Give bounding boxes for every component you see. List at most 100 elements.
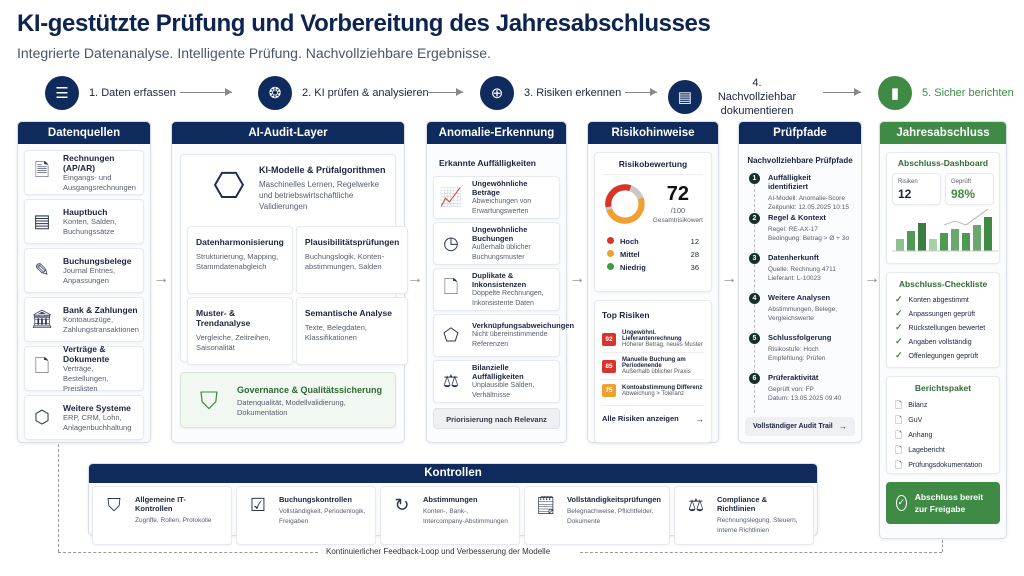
- checklist-item: ✓ Anpassungen geprüft: [895, 308, 991, 322]
- checklist-icon: ☑: [249, 495, 267, 515]
- bank-icon: 🏛: [30, 309, 54, 329]
- page-subtitle: Integrierte Datenanalyse. Intelligente P…: [17, 45, 491, 61]
- kpi-risiken: Risiken 12: [892, 173, 941, 205]
- step-title: Prüferaktivität: [768, 373, 819, 382]
- item-desc: Journal Entries, Anpassungen: [63, 265, 116, 285]
- checklist-label: Konten abgestimmt: [908, 297, 969, 304]
- control-item[interactable]: ☑ Buchungskontrollen Vollständigkeit, Peri…: [235, 486, 376, 545]
- data-source-item[interactable]: ✎ Buchungsbelege Journal Entries, Anpassun…: [24, 248, 144, 293]
- control-item[interactable]: 🗒 Vollständigkeitsprüfungen Belegnachweise…: [523, 486, 670, 545]
- card-desc: Datenqualität, Modellvalidierung, Dokume…: [237, 398, 346, 417]
- top-risk-item[interactable]: 85 Manuelle Buchung am Periodenende Außerh…: [602, 353, 704, 380]
- report-document[interactable]: 🗋 Anhang: [895, 428, 991, 443]
- top-risiken-card: Top Risiken 92 Ungewöhnl. Lieferantenrech…: [594, 300, 712, 443]
- data-source-item[interactable]: ▤ Hauptbuch Konten, Salden, Buchungssätze: [24, 199, 144, 244]
- control-item[interactable]: ⛉ Allgemeine IT-Kontrollen Zugriffe, Rolle…: [92, 486, 232, 545]
- card-title: Plausibilitätsprüfungen: [304, 237, 400, 247]
- document-icon: 🗋: [895, 459, 903, 470]
- pruefpfade-panel: Prüfpfade Nachvollziehbare Prüfpfade 1 Au…: [738, 121, 862, 443]
- document-label: Lagebericht: [908, 447, 945, 454]
- control-item[interactable]: ⚖ Compliance & Richtlinien Rechnungslegung…: [674, 486, 814, 545]
- anomaly-item[interactable]: 🗋 Duplikate & Inkonsistenzen Doppelte Rech…: [433, 268, 560, 311]
- step-2: ❂ 2. KI prüfen & analysieren: [258, 76, 429, 110]
- step-detail: Regel: RE-AX-17: [768, 226, 818, 233]
- dashboard-bar: [962, 233, 970, 251]
- scale-icon: ⚖: [442, 371, 460, 391]
- data-source-item[interactable]: ⬡ Weitere Systeme ERP, CRM, Lohn, Anlagenb…: [24, 395, 144, 440]
- trend-chart-icon: 📈: [439, 187, 463, 207]
- check-icon: ✓: [895, 322, 903, 332]
- item-title: Abstimmungen: [422, 495, 478, 504]
- top-risk-item[interactable]: 92 Ungewöhnl. Lieferantenrechnung Höherer …: [602, 326, 704, 353]
- item-desc: Außerhalb üblicher Buchungsmuster: [472, 243, 531, 261]
- brain-icon: ❂: [258, 76, 292, 110]
- item-title: Buchungskontrollen: [278, 495, 352, 504]
- step-title: Schlussfolgerung: [768, 333, 832, 342]
- item-desc: Konten, Salden, Buchungssätze: [63, 216, 117, 236]
- step-label: 4. Nachvollziehbar dokumentieren: [717, 77, 797, 117]
- item-title: Bank & Zahlungen: [63, 304, 138, 315]
- step-4: ▤ 4. Nachvollziehbar dokumentieren: [668, 76, 802, 118]
- card-title: Risikobewertung: [603, 159, 703, 175]
- level-label: Niedrig: [620, 263, 646, 272]
- document-icon: 🗋: [895, 399, 903, 410]
- clock-icon: ◷: [443, 233, 459, 253]
- step-detail: Quelle: Rechnung 4711: [768, 266, 836, 273]
- step-detail: Bedingung: Betrag > Ø + 3σ: [768, 235, 850, 242]
- data-source-item[interactable]: 🏛 Bank & Zahlungen Kontoauszüge, Zahlungst…: [24, 297, 144, 342]
- panel-header: Kontrollen: [89, 464, 817, 483]
- item-title: Kontoabstimmung Differenz: [622, 384, 703, 391]
- step-label: 5. Sicher berichten: [922, 87, 1014, 99]
- checklist-label: Rückstellungen bewertet: [908, 325, 986, 332]
- item-title: Allgemeine IT-Kontrollen: [135, 495, 186, 513]
- data-source-item[interactable]: 🗎 Rechnungen (AP/AR) Eingangs- und Ausgang…: [24, 150, 144, 195]
- step-detail: Abstimmungen, Belege,: [768, 306, 838, 313]
- report-document[interactable]: 🗋 Lagebericht: [895, 443, 991, 458]
- score-label: Gesamtrisikowert: [652, 216, 703, 224]
- cube-icon: ⬡: [34, 407, 50, 427]
- abschluss-freigabe-button[interactable]: ✓ Abschluss bereit zur Freigabe: [886, 482, 1000, 524]
- top-risk-item[interactable]: 75 Kontoabstimmung Differenz Abweichung > …: [602, 380, 704, 401]
- anomaly-item[interactable]: ⚖ Bilanzielle Auffälligkeiten Unplausible …: [433, 360, 560, 403]
- button-label: Vollständiger Audit Trail: [753, 423, 833, 430]
- report-document[interactable]: 🗋 GuV: [895, 413, 991, 428]
- document-icon: 🗋: [443, 276, 459, 297]
- item-desc: Vollständigkeit, Periodenlogik, Freigabe…: [278, 508, 366, 525]
- score-max: /100: [670, 205, 686, 215]
- step-label: 3. Risiken erkennen: [524, 87, 622, 99]
- item-title: Manuelle Buchung am Periodenende: [622, 357, 686, 369]
- link-label: Alle Risiken anzeigen: [602, 414, 679, 423]
- scale-icon: ⚖: [687, 495, 705, 515]
- item-title: Ungewöhnl. Lieferantenrechnung: [622, 330, 682, 342]
- button-label: Abschluss bereit zur Freigabe: [914, 492, 984, 514]
- audit-step: 6 Prüferaktivität Geprüft von: FP Datum: 13…: [749, 373, 851, 413]
- item-desc: Abweichungen von Erwartungswerten: [472, 197, 532, 215]
- audit-step: 2 Regel & Kontext Regel: RE-AX-17 Bedingung…: [749, 213, 851, 253]
- priorisierung-button[interactable]: Priorisierung nach Relevanz: [433, 408, 560, 429]
- shield-check-icon: ⛉: [107, 495, 121, 515]
- card-title: Berichtspaket: [914, 383, 972, 393]
- document-check-icon: 🗒: [534, 495, 558, 515]
- step-number: 4: [749, 293, 760, 304]
- document-icon: 🗋: [895, 414, 903, 425]
- ai-module-card: Semantische Analyse Texte, Belegdaten, Kl…: [295, 297, 409, 365]
- anomaly-item[interactable]: 📈 Ungewöhnliche Beträge Abweichungen von E…: [433, 176, 560, 219]
- arrow: →: [864, 270, 880, 287]
- datenquellen-panel: Datenquellen 🗎 Rechnungen (AP/AR) Eingangs…: [17, 121, 151, 443]
- audit-trail-button[interactable]: Vollständiger Audit Trail →: [745, 417, 855, 436]
- kpi-value: 12: [898, 187, 912, 201]
- report-document[interactable]: 🗋 Prüfungsdokumentation: [895, 458, 991, 473]
- ai-module-card: Muster- & Trendanalyse Vergleiche, Zeitre…: [187, 297, 293, 365]
- arrow: [180, 88, 232, 96]
- risk-score-badge: 75: [602, 384, 616, 397]
- check-icon: ✓: [895, 308, 903, 318]
- report-document[interactable]: 🗋 Bilanz: [895, 398, 991, 413]
- data-source-item[interactable]: 🗋 Verträge & Dokumente Verträge, Bestellun…: [24, 344, 144, 393]
- anomaly-item[interactable]: ◷ Ungewöhnliche Buchungen Außerhalb üblich…: [433, 222, 560, 265]
- check-icon: ✓: [895, 336, 903, 346]
- alle-risiken-link[interactable]: Alle Risiken anzeigen →: [602, 405, 704, 424]
- dashboard-bar: [896, 239, 904, 251]
- kpi-label: Risiken: [898, 179, 918, 185]
- control-item[interactable]: ↻ Abstimmungen Konten-, Bank-, Intercompan…: [379, 486, 520, 545]
- anomaly-item[interactable]: ⬠ Verknüpfungsabweichungen Nicht übereinst…: [433, 314, 574, 357]
